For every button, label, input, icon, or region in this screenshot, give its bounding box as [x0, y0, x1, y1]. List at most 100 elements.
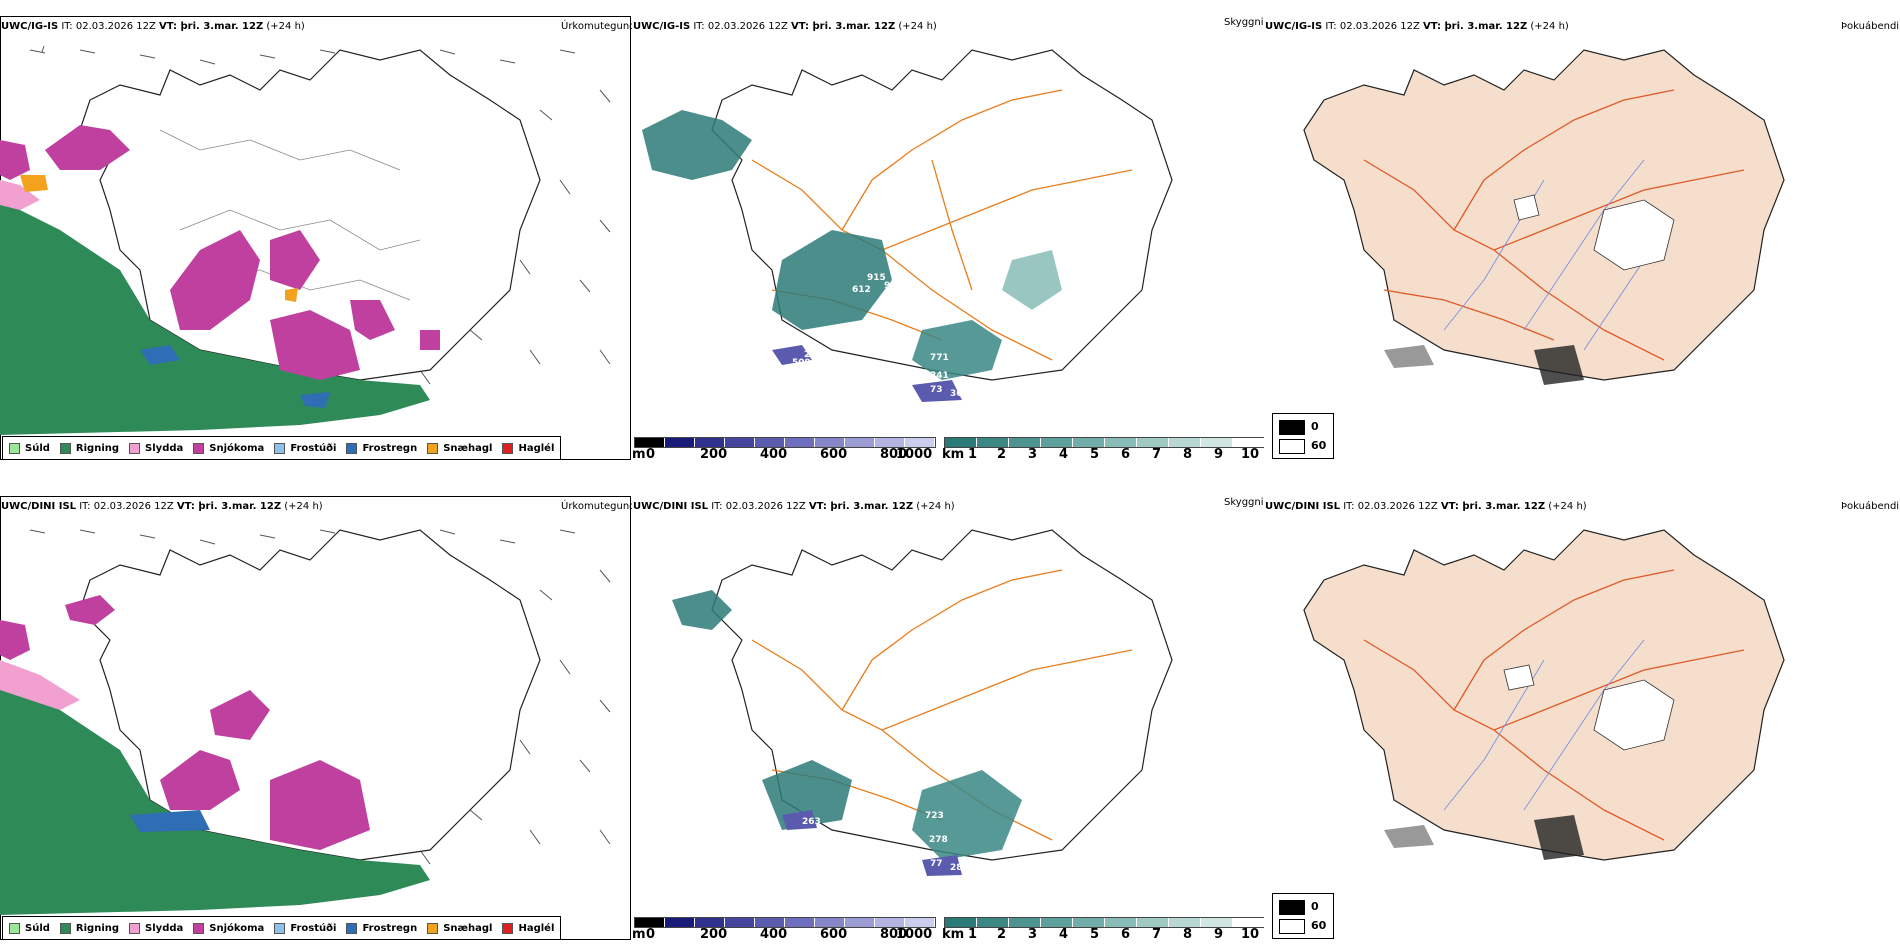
- cloud-base-value: 723: [925, 811, 944, 821]
- valid-time: VT: þri. 3.mar. 12Z: [1423, 21, 1528, 32]
- glacier: [1503, 664, 1535, 691]
- panel-label: Skyggni: [1224, 17, 1264, 28]
- color-step: [695, 918, 725, 927]
- swatch: [59, 922, 71, 934]
- color-step: [1137, 918, 1169, 927]
- panel-label: Skyggni: [1224, 497, 1264, 508]
- cloud-base-value: 771: [930, 353, 949, 363]
- graupel-area: [20, 175, 48, 192]
- swatch: [193, 922, 205, 934]
- legend-item: Frostregn: [346, 442, 417, 454]
- legend-item: Rigning: [59, 442, 120, 454]
- fog-swatch: [1279, 439, 1305, 454]
- color-step: [635, 438, 665, 447]
- tick-label: 8: [1183, 447, 1193, 462]
- fog-map: [1303, 529, 1785, 861]
- tick-label: 3: [1028, 927, 1038, 942]
- color-step: [1041, 918, 1073, 927]
- freezing-rain-area: [130, 810, 210, 832]
- tick-label: 9: [1214, 927, 1224, 942]
- tick-label: 1000: [896, 447, 933, 462]
- color-step: [785, 438, 815, 447]
- tick-label: 3: [1028, 447, 1038, 462]
- cloud-base-value: 241: [930, 371, 949, 381]
- panel-title: UWC/DINI ISL IT: 02.03.2026 12Z VT: þri.…: [1265, 501, 1587, 512]
- lead-time: (+24 h): [1527, 21, 1569, 32]
- color-step: [725, 438, 755, 447]
- swatch: [193, 442, 205, 454]
- tick-label: 200: [700, 447, 728, 462]
- color-step: [1233, 918, 1264, 927]
- snow-area-south: [270, 310, 360, 380]
- color-step: [977, 918, 1009, 927]
- swatch: [427, 442, 439, 454]
- legend-label: Frostregn: [362, 922, 418, 934]
- color-step: [665, 918, 695, 927]
- legend-label: Rigning: [75, 922, 120, 934]
- legend-label: Rigning: [75, 442, 120, 454]
- model-name: UWC/DINI ISL: [1265, 501, 1341, 512]
- swatch: [346, 922, 358, 934]
- snow-area-central2: [270, 230, 320, 290]
- swatch: [274, 922, 286, 934]
- glacier: [1593, 679, 1675, 751]
- legend-label: Snæhagl: [443, 922, 493, 934]
- low-vis-area: [912, 770, 1022, 860]
- lead-time: (+24 h): [281, 501, 323, 512]
- visibility-panel: UWC/IG-IS IT: 02.03.2026 12Z VT: þri. 3.…: [632, 0, 1264, 470]
- visibility-panel: UWC/DINI ISL IT: 02.03.2026 12Z VT: þri.…: [632, 480, 1264, 950]
- fog-indicator-panel: UWC/DINI ISL IT: 02.03.2026 12Z VT: þri.…: [1264, 480, 1900, 950]
- panel-title: UWC/DINI ISL IT: 02.03.2026 12Z VT: þri.…: [633, 501, 955, 512]
- tick-label: 7: [1152, 927, 1162, 942]
- valid-time: VT: þri. 3.mar. 12Z: [159, 21, 264, 32]
- color-step: [905, 438, 935, 447]
- tick-label: 1: [968, 927, 978, 942]
- fog-value: 60: [1311, 919, 1327, 932]
- cloud-base-value: 73: [930, 385, 943, 395]
- low-vis-area: [762, 760, 852, 830]
- wind-barbs: [29, 529, 611, 865]
- fog-legend: 0 60: [1272, 413, 1334, 459]
- fog-swatch: [1279, 919, 1305, 934]
- sleet-area-west: [0, 180, 40, 210]
- color-step: [1169, 918, 1201, 927]
- tick-label: 6: [1121, 447, 1131, 462]
- legend-item: Snjókoma: [193, 442, 264, 454]
- color-step: [1009, 918, 1041, 927]
- legend-item: Snæhagl: [427, 442, 492, 454]
- color-step: [725, 918, 755, 927]
- cloud-base-area: [772, 345, 962, 402]
- tick-label: 7: [1152, 447, 1162, 462]
- color-step: [1201, 438, 1233, 447]
- snow-area-north: [65, 595, 115, 625]
- model-name: UWC/DINI ISL: [633, 501, 709, 512]
- panel-label: Þokuábendi: [1841, 21, 1900, 32]
- panel-title: UWC/IG-IS IT: 02.03.2026 12Z VT: þri. 3.…: [1265, 21, 1569, 32]
- cloud-base-value: 278: [929, 835, 948, 845]
- fog-legend: 0 60: [1272, 893, 1334, 939]
- cloud-base-value: 248: [804, 350, 823, 360]
- init-time: IT: 02.03.2026 12Z: [1322, 21, 1424, 32]
- fog-indicator-panel: UWC/IG-IS IT: 02.03.2026 12Z VT: þri. 3.…: [1264, 0, 1900, 470]
- snow-area-central: [160, 750, 240, 810]
- color-step: [875, 438, 905, 447]
- init-time: IT: 02.03.2026 12Z: [58, 21, 160, 32]
- legend-item: Slydda: [129, 922, 183, 934]
- cloud-base-bar: [634, 917, 936, 928]
- legend-label: Frostúði: [290, 442, 337, 454]
- legend-item: Súld: [9, 922, 50, 934]
- cloud-base-value: 252: [1060, 803, 1079, 813]
- color-step: [1169, 438, 1201, 447]
- color-step: [1233, 438, 1264, 447]
- color-step: [785, 918, 815, 927]
- low-vis-area: [1002, 250, 1062, 310]
- legend-item: Súld: [9, 442, 50, 454]
- cloud-base-value: 09: [692, 728, 705, 738]
- cloud-base-bar: [634, 437, 936, 448]
- color-step: [635, 918, 665, 927]
- visibility-map: 09 864 263 723 278 77 289 252: [672, 529, 1173, 876]
- graupel-area-2: [285, 288, 298, 302]
- lead-time: (+24 h): [895, 21, 937, 32]
- legend-item: Frostregn: [346, 922, 418, 934]
- snow-area-north: [45, 125, 130, 170]
